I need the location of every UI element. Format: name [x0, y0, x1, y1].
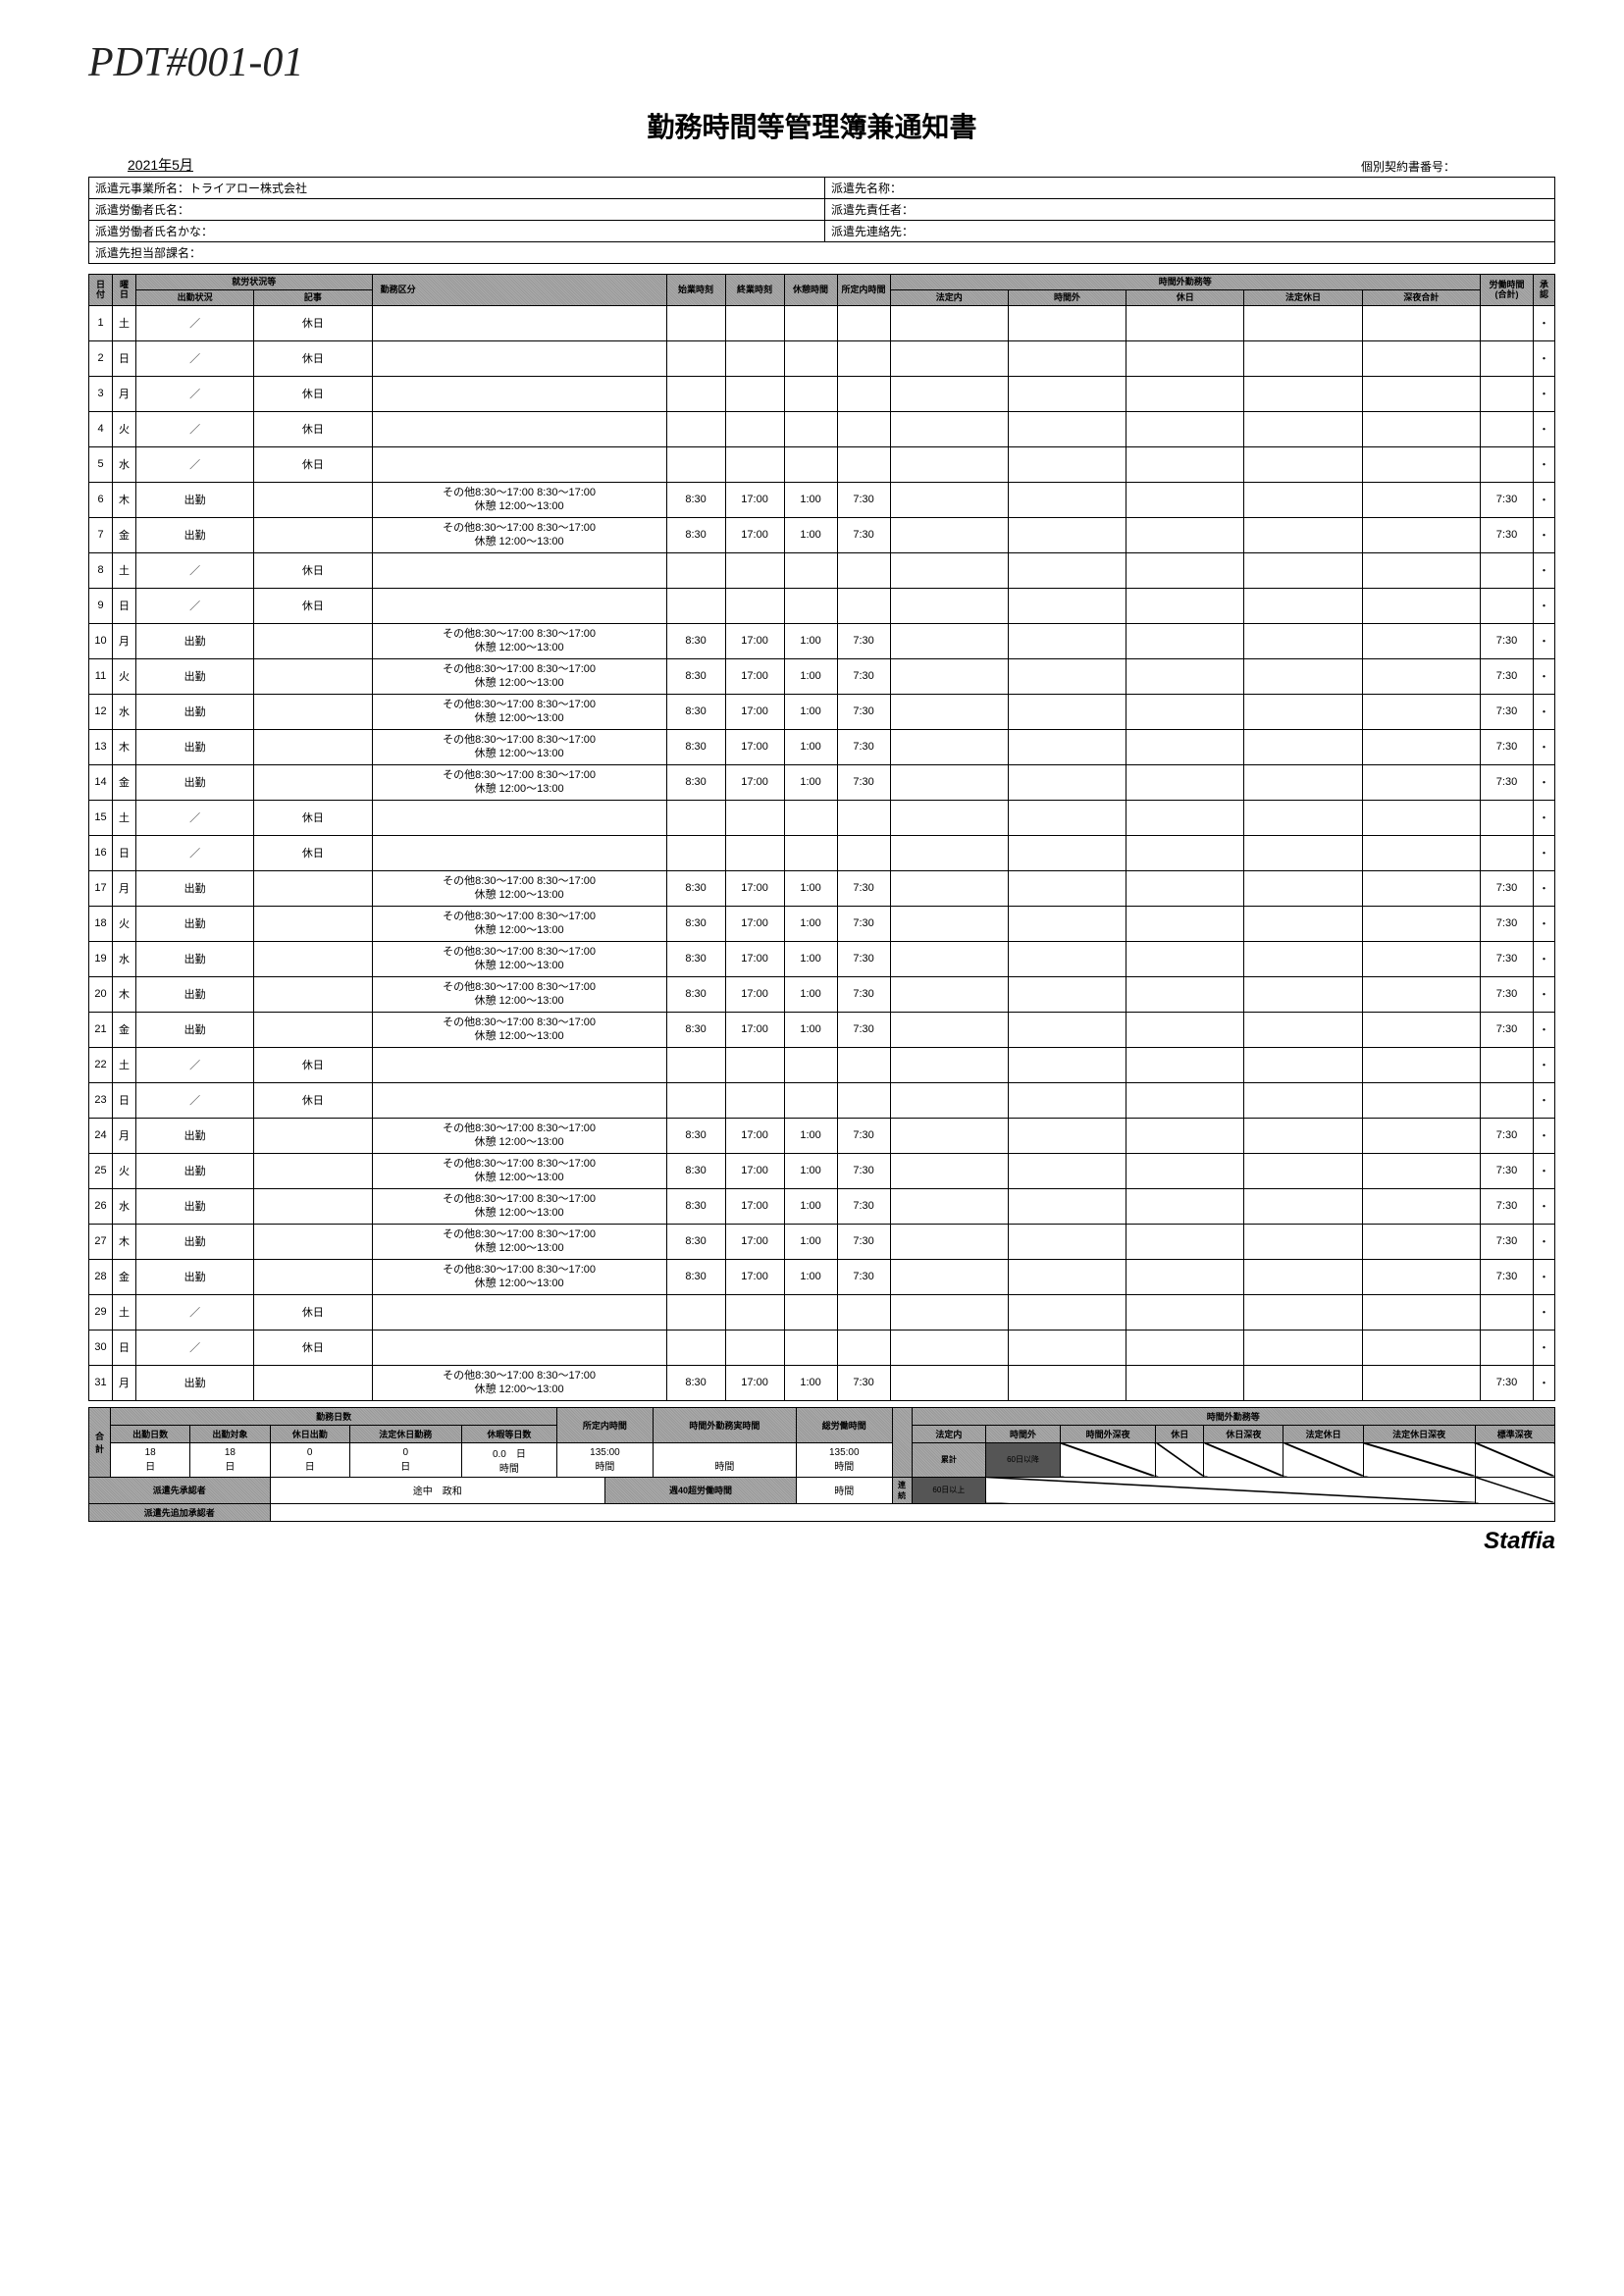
table-row: 13木出勤その他8:30～17:00 8:30～17:00休憩 12:00～13…	[89, 729, 1555, 764]
table-row: 5水／休日・	[89, 446, 1555, 482]
table-row: 22土／休日・	[89, 1047, 1555, 1082]
timesheet-table: 日付 曜日 就労状況等 勤務区分 始業時刻 終業時刻 休憩時間 所定内時間 時間…	[88, 274, 1555, 1401]
table-row: 3月／休日・	[89, 376, 1555, 411]
table-row: 7金出勤その他8:30～17:00 8:30～17:00休憩 12:00～13:…	[89, 517, 1555, 552]
table-row: 26水出勤その他8:30～17:00 8:30～17:00休憩 12:00～13…	[89, 1188, 1555, 1224]
table-row: 17月出勤その他8:30～17:00 8:30～17:00休憩 12:00～13…	[89, 870, 1555, 906]
table-row: 28金出勤その他8:30～17:00 8:30～17:00休憩 12:00～13…	[89, 1259, 1555, 1294]
table-row: 12水出勤その他8:30～17:00 8:30～17:00休憩 12:00～13…	[89, 694, 1555, 729]
table-row: 18火出勤その他8:30～17:00 8:30～17:00休憩 12:00～13…	[89, 906, 1555, 941]
table-row: 9日／休日・	[89, 588, 1555, 623]
table-row: 4火／休日・	[89, 411, 1555, 446]
summary-table: 合計 勤務日数 所定内時間 時間外勤務実時間 総労働時間 時間外勤務等 出勤日数…	[88, 1407, 1555, 1522]
table-row: 31月出勤その他8:30～17:00 8:30～17:00休憩 12:00～13…	[89, 1365, 1555, 1400]
table-row: 24月出勤その他8:30～17:00 8:30～17:00休憩 12:00～13…	[89, 1118, 1555, 1153]
period-label: 2021年5月	[128, 155, 193, 175]
info-box: 派遣元事業所名：トライアロー株式会社 派遣先名称： 派遣労働者氏名： 派遣先責任…	[88, 177, 1555, 264]
table-row: 14金出勤その他8:30～17:00 8:30～17:00休憩 12:00～13…	[89, 764, 1555, 800]
table-row: 15土／休日・	[89, 800, 1555, 835]
handwritten-note: PDT#001-01	[88, 39, 1595, 86]
table-row: 19水出勤その他8:30～17:00 8:30～17:00休憩 12:00～13…	[89, 941, 1555, 976]
table-row: 23日／休日・	[89, 1082, 1555, 1118]
table-row: 1土／休日・	[89, 305, 1555, 340]
table-row: 21金出勤その他8:30～17:00 8:30～17:00休憩 12:00～13…	[89, 1012, 1555, 1047]
brand-logo: Staffia	[29, 1528, 1555, 1555]
table-row: 29土／休日・	[89, 1294, 1555, 1330]
table-row: 8土／休日・	[89, 552, 1555, 588]
table-row: 11火出勤その他8:30～17:00 8:30～17:00休憩 12:00～13…	[89, 658, 1555, 694]
table-row: 16日／休日・	[89, 835, 1555, 870]
table-row: 25火出勤その他8:30～17:00 8:30～17:00休憩 12:00～13…	[89, 1153, 1555, 1188]
table-row: 2日／休日・	[89, 340, 1555, 376]
contract-number: 個別契約書番号：	[1361, 158, 1555, 175]
table-row: 30日／休日・	[89, 1330, 1555, 1365]
table-row: 20木出勤その他8:30～17:00 8:30～17:00休憩 12:00～13…	[89, 976, 1555, 1012]
table-row: 10月出勤その他8:30～17:00 8:30～17:00休憩 12:00～13…	[89, 623, 1555, 658]
table-row: 6木出勤その他8:30～17:00 8:30～17:00休憩 12:00～13:…	[89, 482, 1555, 517]
doc-title: 勤務時間等管理簿兼通知書	[29, 106, 1595, 145]
table-row: 27木出勤その他8:30～17:00 8:30～17:00休憩 12:00～13…	[89, 1224, 1555, 1259]
